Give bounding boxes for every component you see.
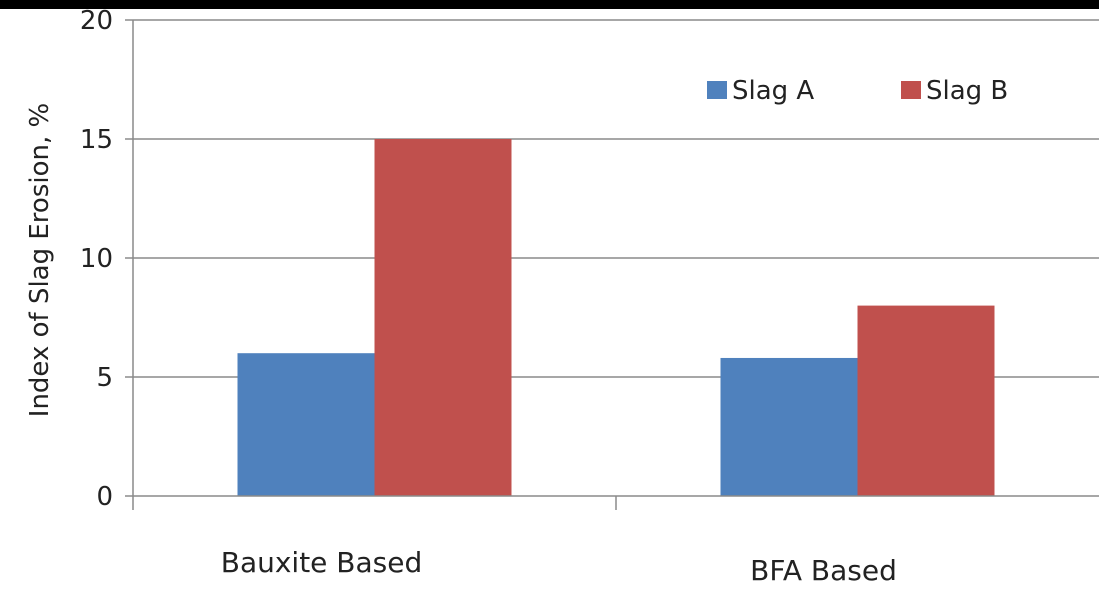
x-category-label: Bauxite Based [221, 546, 423, 579]
bar [237, 353, 375, 496]
legend-swatch [707, 81, 727, 99]
labels: 0 5 10 15 20 Bauxite Based BFA Based Index of S… [25, 6, 897, 587]
legend-swatch [901, 81, 921, 99]
legend-label: Slag B [926, 76, 1008, 106]
legend-label: Slag A [732, 76, 814, 106]
legend: Slag A Slag B [707, 76, 1008, 106]
y-tick-label: 20 [80, 6, 113, 36]
axes [125, 19, 1099, 510]
bars [237, 139, 995, 496]
bar [374, 139, 512, 496]
bar [720, 357, 858, 496]
y-tick-label: 10 [80, 244, 113, 274]
x-category-label: BFA Based [750, 554, 897, 586]
y-tick-label: 0 [96, 482, 113, 512]
top-border-strip [0, 0, 1099, 9]
y-tick-label: 15 [80, 125, 113, 155]
y-tick-label: 5 [96, 363, 113, 393]
bar [857, 305, 995, 496]
y-axis-title: Index of Slag Erosion, % [25, 103, 55, 417]
